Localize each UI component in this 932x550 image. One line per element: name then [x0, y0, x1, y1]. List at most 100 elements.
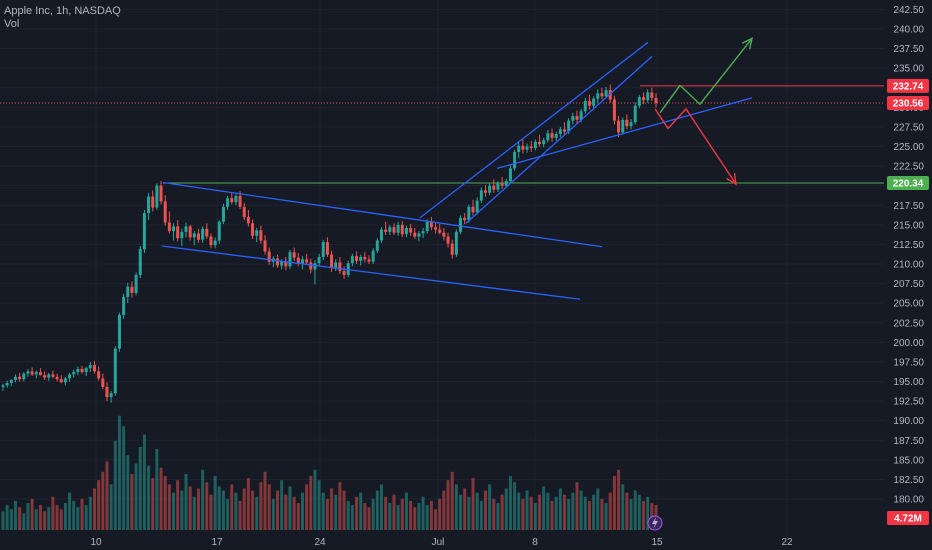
volume-bar	[513, 482, 517, 530]
candle-body	[417, 233, 421, 237]
replay-lightning-icon[interactable]	[647, 515, 663, 531]
volume-bar	[196, 488, 200, 530]
volume-bar	[496, 503, 500, 530]
candle-body	[280, 261, 284, 266]
volume-bar	[113, 440, 117, 530]
volume-bar	[288, 486, 292, 530]
volume-bar	[147, 465, 151, 530]
volume-bar	[221, 490, 225, 530]
candle-body	[483, 190, 487, 193]
candle-body	[221, 206, 225, 222]
candle-body	[192, 233, 196, 238]
volume-bar	[284, 494, 288, 530]
candle-body	[421, 231, 425, 234]
volume-bar	[379, 484, 383, 530]
price-tag: 230.56	[887, 95, 929, 110]
candle-body	[375, 240, 379, 251]
volume-bar	[583, 496, 587, 530]
volume-bar	[238, 500, 242, 530]
symbol-title[interactable]: Apple Inc, 1h, NASDAQ	[4, 5, 121, 17]
candle-body	[654, 97, 658, 103]
candle-body	[68, 374, 72, 379]
candle-body	[55, 376, 59, 380]
candle-body	[167, 222, 171, 232]
projection-arrows[interactable]	[654, 37, 753, 186]
candle-body	[438, 229, 442, 233]
volume-bar	[325, 498, 329, 530]
volume-bar	[500, 494, 504, 530]
candle-body	[159, 185, 163, 202]
volume-bar	[18, 507, 22, 530]
candle-body	[513, 151, 517, 169]
volume-bar	[608, 492, 612, 530]
candle-body	[176, 226, 180, 239]
volume-bar	[126, 455, 130, 530]
candle-body	[251, 223, 255, 236]
price-tag-bg	[887, 78, 929, 93]
candle-body	[479, 190, 483, 201]
volume-bar	[138, 446, 142, 530]
candle-body	[309, 262, 313, 270]
volume-bars	[1, 415, 658, 530]
candle-body	[305, 259, 309, 263]
y-tick-label: 217.50	[893, 201, 924, 212]
candle-body	[9, 379, 13, 384]
volume-bar	[467, 496, 471, 530]
candle-body	[109, 393, 113, 398]
y-tick-label: 205.00	[893, 299, 924, 310]
volume-bar	[276, 490, 280, 530]
candle-body	[334, 262, 338, 268]
volume-bar	[176, 480, 180, 530]
candle-body	[350, 256, 354, 264]
volume-bar	[642, 500, 646, 530]
candle-body	[642, 97, 646, 101]
volume-bar	[421, 496, 425, 530]
price-tag-bg	[887, 176, 929, 191]
candle-body	[296, 257, 300, 264]
candle-body	[583, 101, 587, 112]
volume-bar	[637, 494, 641, 530]
x-tick-label: 15	[651, 537, 663, 548]
volume-indicator-label[interactable]: Vol	[4, 18, 20, 30]
candle-body	[142, 213, 146, 250]
candle-body	[592, 98, 596, 106]
candle-body	[134, 274, 138, 293]
candle-body	[625, 119, 629, 127]
volume-bar	[234, 492, 238, 530]
price-tags: 232.74 230.56 220.34 4.72M	[887, 78, 929, 525]
volume-bar	[404, 492, 408, 530]
candle-body	[325, 242, 329, 255]
candle-body	[429, 221, 433, 228]
candle-body	[533, 141, 537, 149]
candle-body	[259, 230, 263, 241]
candle-body	[379, 229, 383, 241]
volume-bar	[617, 469, 621, 530]
candle-body	[400, 224, 404, 235]
candle-body	[608, 90, 612, 100]
y-tick-label: 187.50	[893, 436, 924, 447]
time-axis[interactable]: 10 17 24 Jul 8 15 22	[90, 537, 793, 548]
candle-body	[80, 368, 84, 373]
candle-body	[105, 386, 109, 398]
y-tick-label: 222.50	[893, 162, 924, 173]
candle-body	[633, 105, 637, 123]
candle-body	[51, 374, 55, 377]
volume-bar	[321, 492, 325, 530]
candle-body	[446, 236, 450, 244]
candle-body	[147, 196, 151, 214]
volume-bar	[334, 494, 338, 530]
volume-bar	[475, 492, 479, 530]
candle-body	[409, 227, 413, 233]
candle-body	[88, 365, 92, 369]
volume-bar	[259, 482, 263, 530]
volume-bar	[425, 505, 429, 530]
trendlines[interactable]	[161, 41, 753, 300]
candle-body	[43, 375, 47, 378]
volume-bar	[363, 503, 367, 530]
candle-body	[558, 129, 562, 134]
volume-bar	[384, 496, 388, 530]
volume-bar	[525, 490, 529, 530]
volume-bar	[313, 469, 317, 530]
volume-bar	[450, 471, 454, 530]
